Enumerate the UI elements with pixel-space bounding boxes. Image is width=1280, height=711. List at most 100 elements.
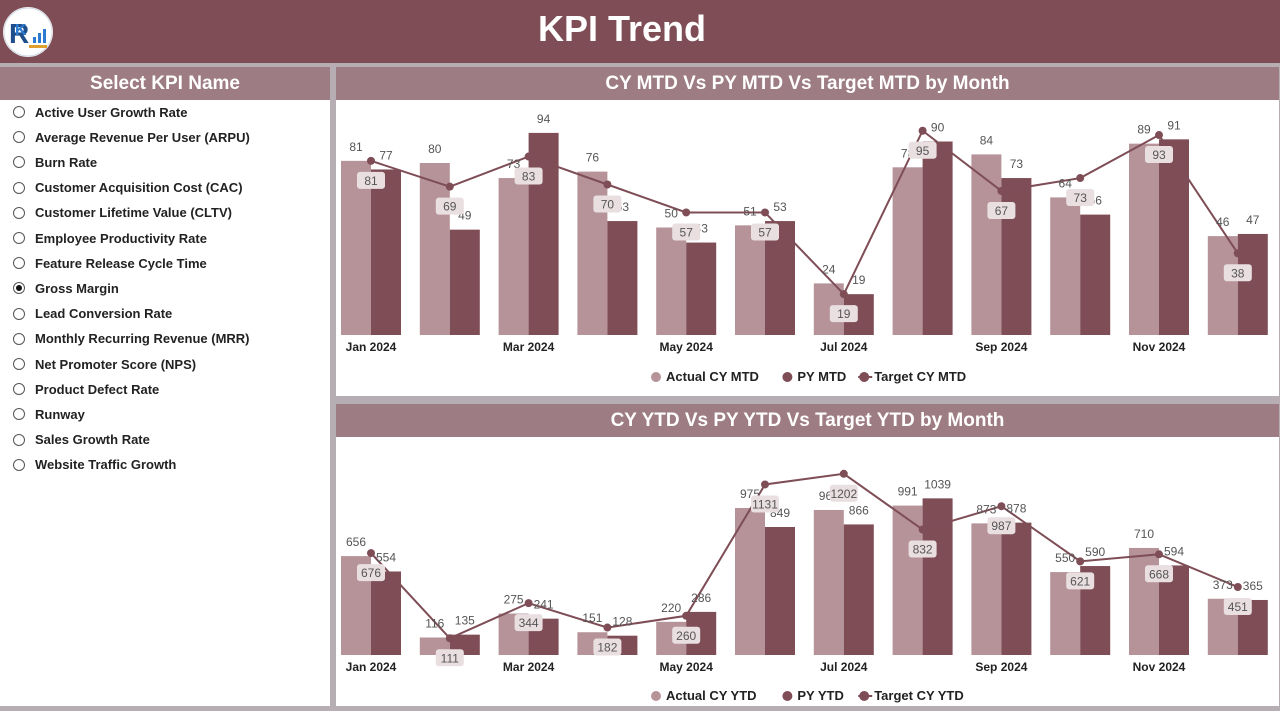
- py-bar[interactable]: [1237, 233, 1268, 335]
- target-point[interactable]: [682, 208, 691, 217]
- kpi-option[interactable]: Website Traffic Growth: [13, 454, 176, 476]
- actual-data-label: 73: [507, 157, 521, 171]
- target-point[interactable]: [445, 182, 454, 191]
- target-point[interactable]: [682, 611, 691, 620]
- py-data-label: 47: [1246, 213, 1260, 227]
- radio-button-icon[interactable]: [13, 257, 25, 270]
- target-point[interactable]: [997, 186, 1006, 195]
- actual-bar[interactable]: [498, 178, 529, 335]
- py-bar[interactable]: [449, 229, 480, 335]
- target-point[interactable]: [1076, 174, 1085, 183]
- kpi-option[interactable]: Customer Lifetime Value (CLTV): [13, 202, 232, 224]
- legend-marker-icon: [782, 372, 793, 382]
- legend-label: Target CY MTD: [874, 369, 966, 384]
- actual-bar[interactable]: [1129, 547, 1159, 655]
- target-point[interactable]: [1076, 557, 1085, 566]
- legend-marker-icon: [651, 691, 661, 701]
- target-point[interactable]: [445, 634, 454, 643]
- py-bar[interactable]: [371, 571, 401, 655]
- radio-button-icon[interactable]: [13, 383, 25, 396]
- actual-bar[interactable]: [1129, 143, 1159, 335]
- target-point[interactable]: [997, 502, 1006, 511]
- py-bar[interactable]: [607, 221, 638, 335]
- actual-bar[interactable]: [892, 505, 923, 655]
- py-bar[interactable]: [528, 132, 559, 335]
- target-point[interactable]: [603, 623, 612, 632]
- py-data-label: 241: [534, 598, 554, 612]
- py-bar[interactable]: [1001, 522, 1032, 655]
- actual-bar[interactable]: [1050, 197, 1081, 335]
- actual-data-label: 80: [428, 142, 442, 156]
- target-point[interactable]: [1155, 131, 1163, 140]
- actual-bar[interactable]: [971, 523, 1002, 655]
- kpi-option[interactable]: Runway: [13, 403, 85, 425]
- radio-button-icon[interactable]: [13, 307, 25, 320]
- target-point[interactable]: [367, 549, 375, 558]
- py-bar[interactable]: [1159, 139, 1189, 335]
- kpi-option[interactable]: Active User Growth Rate: [13, 101, 187, 123]
- target-point[interactable]: [603, 180, 612, 189]
- target-point[interactable]: [918, 525, 927, 534]
- actual-bar[interactable]: [971, 154, 1002, 335]
- target-point[interactable]: [524, 599, 533, 608]
- target-point[interactable]: [839, 290, 848, 299]
- target-line: [370, 472, 1239, 640]
- radio-button-icon[interactable]: [13, 131, 25, 144]
- target-point[interactable]: [367, 156, 375, 165]
- x-tick-label: Sep 2024: [975, 660, 1027, 674]
- target-point[interactable]: [839, 469, 848, 478]
- kpi-option[interactable]: Lead Conversion Rate: [13, 303, 172, 325]
- target-data-label: 81: [364, 174, 378, 188]
- kpi-option[interactable]: Burn Rate: [13, 151, 97, 173]
- target-label-bg: [593, 195, 622, 213]
- target-point[interactable]: [1233, 249, 1242, 258]
- actual-bar[interactable]: [735, 508, 765, 655]
- kpi-option[interactable]: Net Promoter Score (NPS): [13, 353, 196, 375]
- py-bar[interactable]: [843, 524, 874, 655]
- actual-bar[interactable]: [892, 167, 923, 335]
- actual-bar[interactable]: [419, 163, 450, 335]
- radio-button-icon[interactable]: [13, 106, 25, 118]
- radio-button-icon[interactable]: [13, 408, 25, 421]
- kpi-option[interactable]: Monthly Recurring Revenue (MRR): [13, 328, 250, 350]
- target-label-bg: [987, 517, 1016, 535]
- actual-data-label: 24: [822, 262, 836, 276]
- radio-button-icon[interactable]: [13, 282, 25, 295]
- actual-bar[interactable]: [735, 225, 765, 335]
- py-bar[interactable]: [1001, 178, 1032, 335]
- radio-button-icon[interactable]: [13, 358, 25, 370]
- target-point[interactable]: [918, 126, 927, 135]
- target-label-bg: [829, 305, 858, 323]
- actual-bar[interactable]: [656, 227, 687, 336]
- kpi-option[interactable]: Product Defect Rate: [13, 378, 159, 400]
- py-bar[interactable]: [922, 141, 953, 336]
- target-data-label: 93: [1152, 148, 1166, 162]
- target-point[interactable]: [524, 152, 533, 161]
- actual-bar[interactable]: [813, 509, 844, 655]
- target-point[interactable]: [1233, 583, 1242, 592]
- kpi-option[interactable]: Customer Acquisition Cost (CAC): [13, 177, 243, 199]
- py-bar[interactable]: [371, 169, 401, 335]
- radio-button-icon[interactable]: [13, 458, 25, 471]
- target-point[interactable]: [761, 480, 769, 489]
- kpi-option[interactable]: Employee Productivity Rate: [13, 227, 207, 249]
- target-point[interactable]: [761, 208, 769, 217]
- kpi-option[interactable]: Sales Growth Rate: [13, 429, 150, 451]
- radio-button-icon[interactable]: [13, 433, 25, 446]
- target-point[interactable]: [1155, 550, 1163, 559]
- radio-button-icon[interactable]: [13, 332, 25, 345]
- actual-bar[interactable]: [341, 160, 371, 335]
- radio-button-icon[interactable]: [13, 181, 25, 194]
- actual-data-label: 151: [582, 611, 602, 625]
- radio-button-icon[interactable]: [13, 232, 25, 244]
- kpi-option[interactable]: Gross Margin: [13, 277, 119, 299]
- radio-button-icon[interactable]: [13, 206, 25, 219]
- py-bar[interactable]: [1080, 214, 1111, 335]
- kpi-option[interactable]: Feature Release Cycle Time: [13, 252, 207, 274]
- kpi-option[interactable]: Average Revenue Per User (ARPU): [13, 126, 250, 148]
- radio-button-icon[interactable]: [13, 156, 25, 169]
- py-bar[interactable]: [765, 526, 795, 655]
- actual-bar[interactable]: [1207, 236, 1238, 335]
- py-bar[interactable]: [686, 242, 717, 335]
- legend-label: Actual CY YTD: [666, 688, 757, 703]
